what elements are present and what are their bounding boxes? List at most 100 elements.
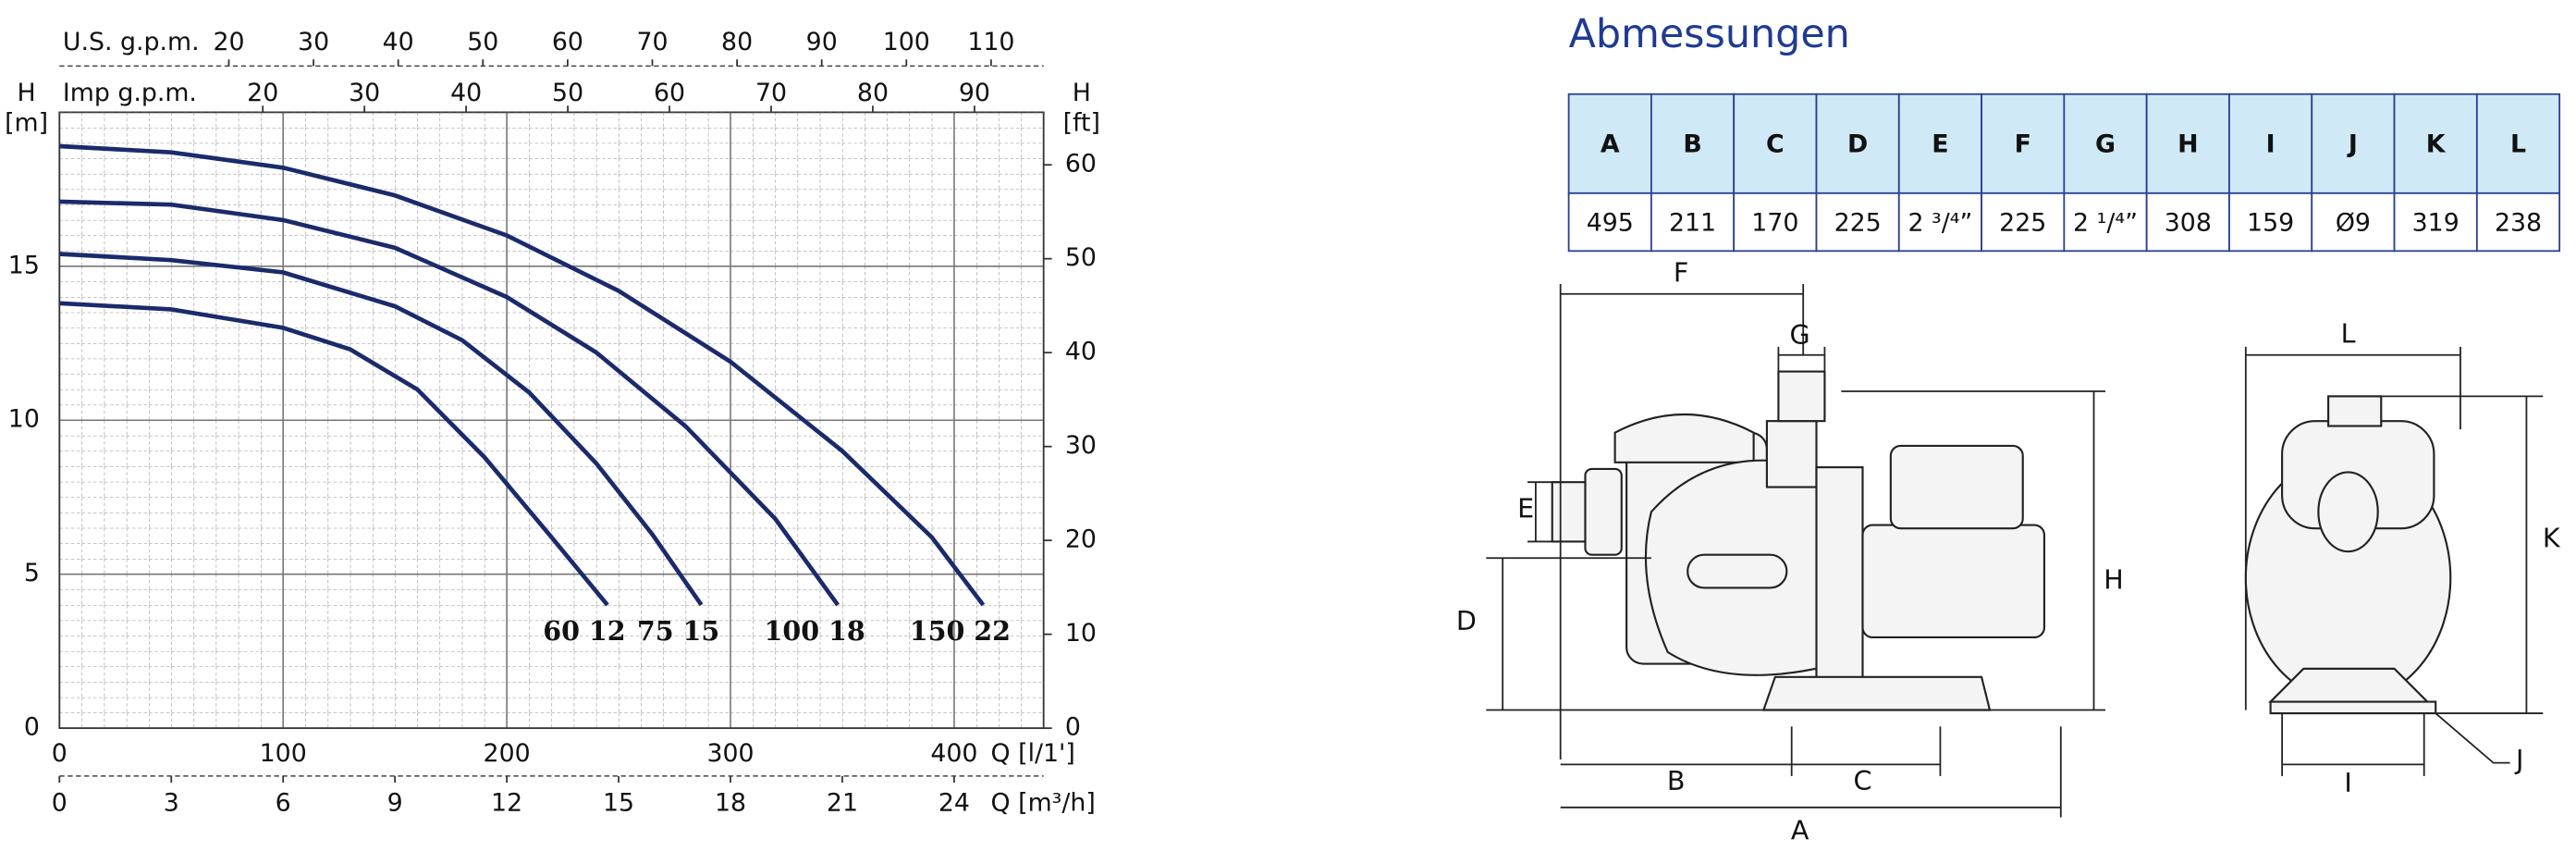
dim-label: I [2344,767,2351,798]
x-axis-label: Q [l/1'] [991,739,1075,768]
series-label: 100 18 [764,615,865,647]
header-text: D [1847,130,1868,159]
header-cell [1897,93,1982,194]
data-cell [1897,191,1982,253]
dim-label: E [1517,493,1534,525]
axis-tick-label: 70 [755,79,787,107]
axis-tick-label: 90 [806,28,838,56]
axis-tick-label: 40 [383,28,414,56]
axis-tick-label: 18 [715,789,746,818]
axis-tick-label: 30 [298,28,329,56]
axis-tick-label: 50 [467,28,498,56]
axis-tick-label: 0 [52,789,67,818]
axis-tick-label: 12 [491,789,522,818]
data-cell [2063,191,2148,253]
axis-label: U.S. g.p.m. [63,28,200,56]
y2-tick-label: 0 [1065,713,1081,742]
y-tick-label: 10 [8,405,40,434]
data-cell [1567,191,1652,253]
axis-tick-label: 90 [959,79,990,107]
cell-text: 225 [1999,208,2046,237]
series-label: 75 15 [637,615,719,647]
axis-tick-label: 80 [857,79,889,107]
pump-side-view [2244,395,2452,715]
y2-tick-label: 40 [1065,338,1097,366]
dim-label: C [1854,765,1872,796]
dim-label: A [1791,815,1809,846]
y-tick-label: 0 [24,713,40,742]
pump-front-view [1551,370,2046,711]
curve [59,143,986,607]
cell-text: 170 [1751,208,1798,237]
header-text: K [2426,130,2447,159]
axis-tick-label: 9 [387,789,403,818]
header-cell [1650,93,1736,194]
dim-label: F [1674,256,1688,288]
dim-label: B [1667,765,1686,796]
axis-tick-label: 100 [883,28,930,56]
curve [59,301,609,607]
cell-text: 308 [2165,208,2212,237]
dim-label: L [2341,317,2356,349]
header-cell [1815,93,1900,194]
x-tick-label: 100 [260,739,307,768]
axis-tick-label: 3 [164,789,179,818]
dim-label: J [2514,744,2523,775]
header-cell [2228,93,2313,194]
data-cell [1815,191,1900,253]
header-text: H [2177,130,2198,159]
data-cell [2311,191,2396,253]
y2-tick-label: 10 [1065,619,1097,648]
series-label: 60 12 [543,615,625,647]
y-tick-label: 15 [8,251,40,279]
dim-label: D [1456,605,1477,636]
data-cell [2228,191,2313,253]
cell-text: 2 ¹/⁴” [2073,208,2138,237]
axis-tick-label: 24 [938,789,970,818]
axis-tick-label: 20 [247,79,278,107]
dimension-table: A 495 B 211 C 170 D 225 E 2 ³/⁴” F 225 G 2 ¹/⁴” H 308 I 1… [1567,93,2561,253]
x-tick-label: 400 [930,739,977,768]
curve [59,199,840,607]
header-text: F [2015,130,2031,159]
axis-tick-label: 50 [552,79,583,107]
header-cell [1567,93,1652,194]
y2-tick-label: 20 [1065,525,1097,554]
axis-tick-label: 15 [603,789,634,818]
header-cell [2063,93,2148,194]
x-tick-label: 200 [484,739,531,768]
header-text: B [1683,130,1701,159]
header-text: I [2266,130,2275,159]
cell-text: 319 [2412,208,2459,237]
y2-tick-label: 60 [1065,150,1097,179]
header-text: C [1766,130,1785,159]
dimension-lines [1486,284,2544,818]
y-axis-name: H [18,79,36,107]
axis-tick-label: 40 [450,79,482,107]
cell-text: 2 ³/⁴” [1907,208,1972,237]
cell-text: 211 [1669,208,1716,237]
y2-axis-name: H [1073,79,1091,107]
axis-label: Q [m³/h] [991,789,1096,818]
table-title: Abmessungen [1569,11,1850,57]
dim-label: G [1790,319,1810,351]
axis-tick-label: 60 [654,79,685,107]
axis-tick-label: 80 [721,28,753,56]
header-text: E [1932,130,1948,159]
header-cell [2311,93,2396,194]
axis-tick-label: 60 [552,28,583,56]
curve [59,252,704,607]
cell-text: 495 [1587,208,1634,237]
y2-axis-unit: [ft] [1063,108,1100,137]
axis-tick-label: 70 [636,28,668,56]
axis-tick-label: 6 [276,789,291,818]
header-text: L [2510,130,2526,159]
y2-tick-label: 50 [1065,243,1097,272]
y2-tick-label: 30 [1065,431,1097,460]
cell-text: 238 [2495,208,2542,237]
header-text: G [2095,130,2116,159]
cell-text: 159 [2247,208,2294,237]
